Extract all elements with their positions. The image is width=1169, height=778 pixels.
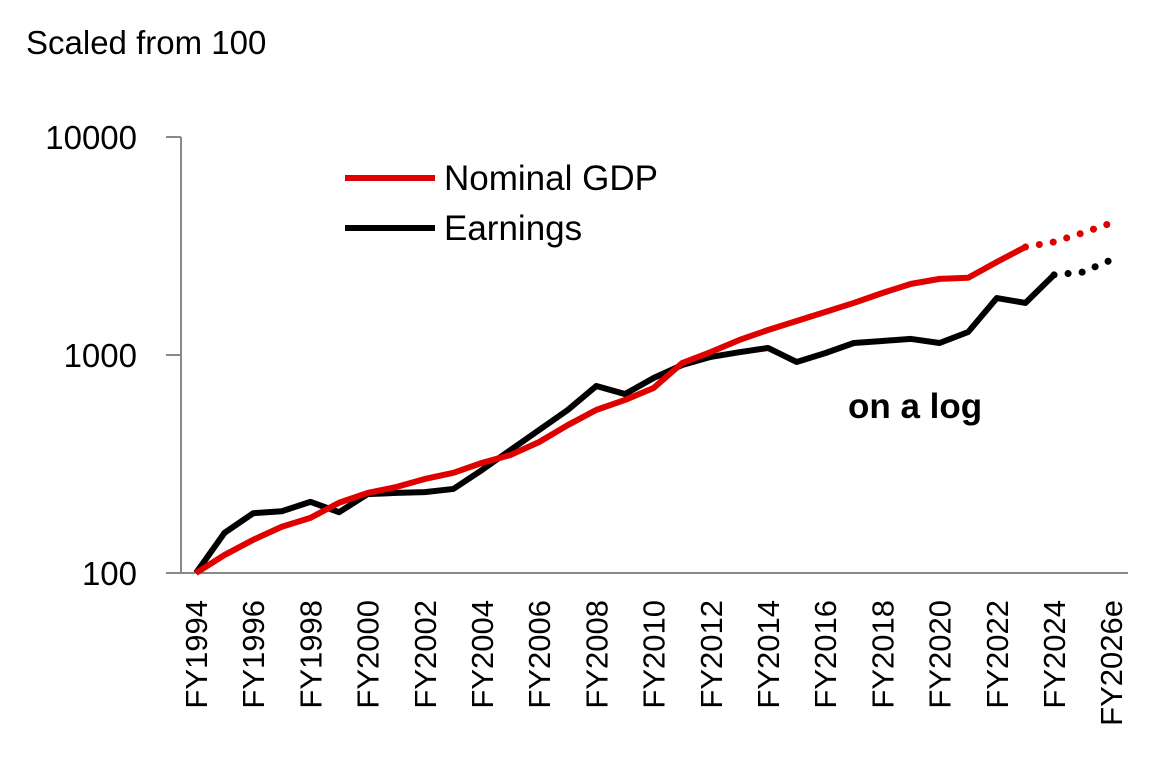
y-tick-label: 100 — [82, 555, 137, 592]
nominal-gdp-line — [194, 244, 1027, 576]
x-tick-label: FY2012 — [694, 600, 729, 709]
x-tick-label: FY2024 — [1037, 600, 1072, 709]
earnings-estimate-line — [1050, 256, 1115, 279]
nominal-gdp-estimate-line — [1021, 219, 1115, 251]
x-tick-label: FY2010 — [637, 600, 672, 709]
x-tick-label: FY2000 — [351, 600, 386, 709]
chart-title: Scaled from 100 — [26, 24, 266, 61]
x-tick-label: FY2002 — [408, 600, 443, 709]
x-tick-label: FY2004 — [465, 600, 500, 709]
earnings-line — [193, 272, 1057, 575]
y-tick-label: 10000 — [45, 119, 137, 156]
x-tick-label: FY2016 — [808, 600, 843, 709]
annotation-on-a-log: on a log — [848, 387, 982, 426]
legend-label-nominal-gdp: Nominal GDP — [444, 159, 658, 198]
x-tick-label: FY2022 — [980, 600, 1015, 709]
x-tick-label: FY1998 — [293, 600, 328, 709]
x-tick-label: FY1996 — [236, 600, 271, 709]
y-tick-label: 1000 — [64, 337, 137, 374]
x-tick-label: FY2014 — [751, 600, 786, 709]
x-tick-label: FY2006 — [522, 600, 557, 709]
legend-label-earnings: Earnings — [444, 209, 582, 248]
x-tick-label: FY1994 — [179, 600, 214, 709]
x-tick-label: FY2008 — [579, 600, 614, 709]
x-tick-label: FY2020 — [923, 600, 958, 709]
x-tick-label: FY2026e — [1094, 600, 1129, 726]
x-tick-label: FY2018 — [865, 600, 900, 709]
